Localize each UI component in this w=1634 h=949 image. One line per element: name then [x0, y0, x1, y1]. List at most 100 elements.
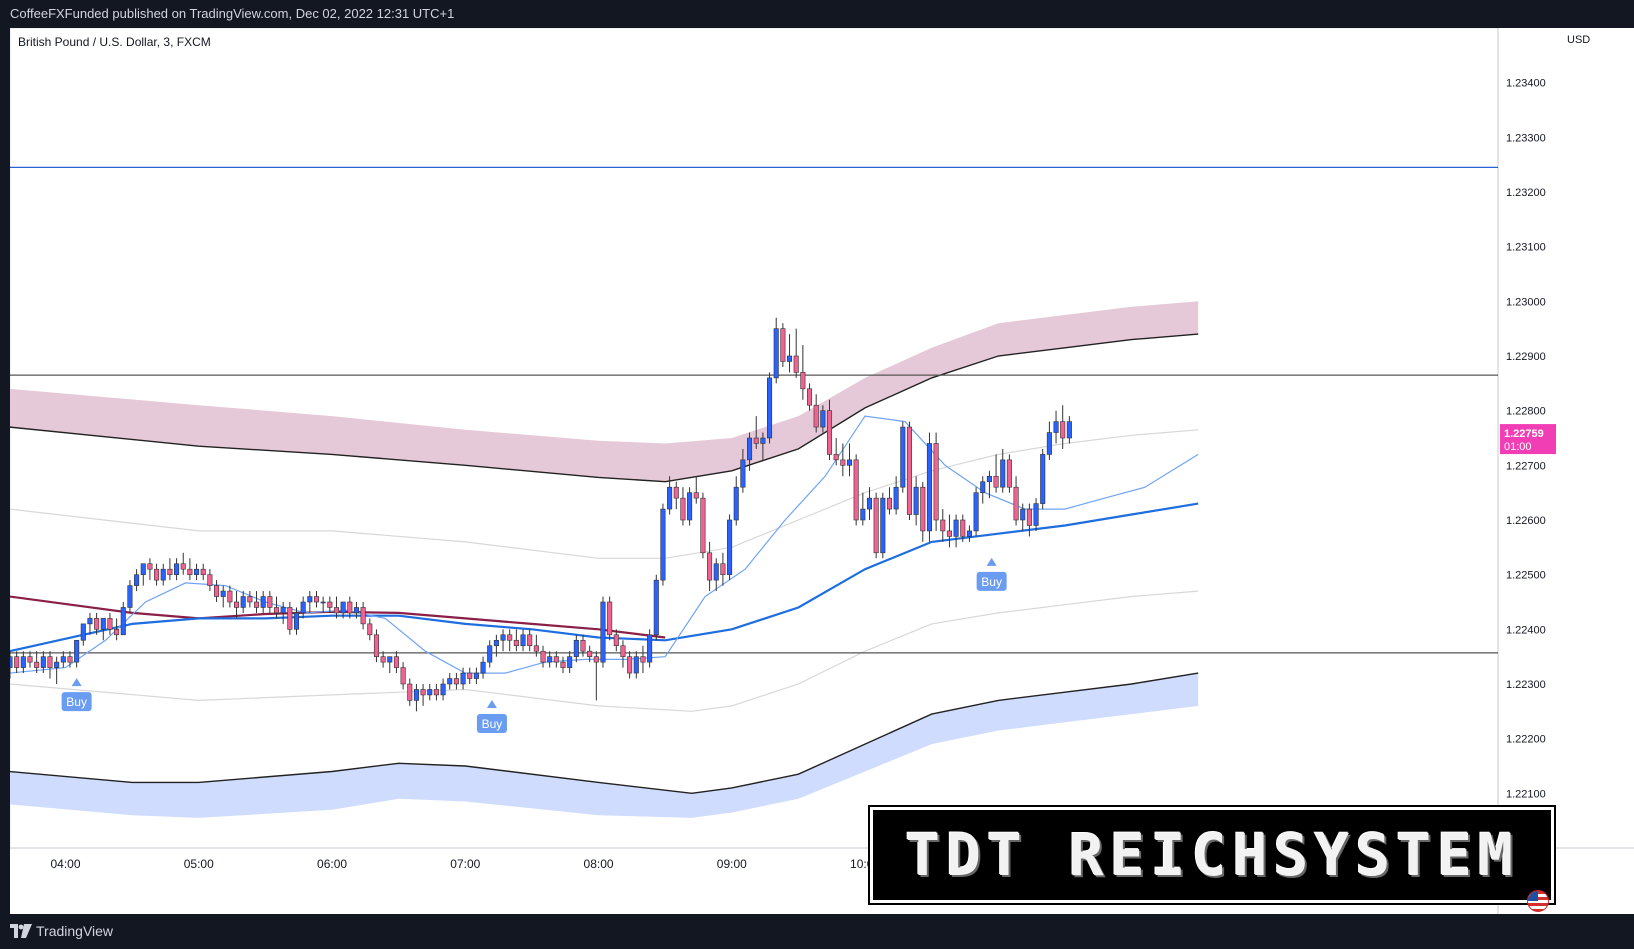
candle-body-83	[560, 661, 566, 668]
candle-body-41	[280, 607, 286, 614]
candle-body-139	[933, 443, 939, 521]
buy-arrow-2	[986, 557, 997, 566]
candle-body-70	[473, 672, 479, 679]
candle-body-141	[946, 530, 952, 537]
buy-label-2: Buy	[981, 575, 1002, 589]
candle-body-80	[540, 650, 546, 663]
y-tick-7: 1.22700	[1506, 460, 1546, 472]
currency-label[interactable]: USD	[1567, 34, 1591, 46]
tradingview-logo-icon[interactable]	[10, 924, 32, 938]
candle-body-63	[427, 689, 433, 696]
candle-body-18	[127, 585, 133, 608]
candle-body-92	[620, 645, 626, 657]
candle-body-50	[340, 601, 346, 614]
candle-body-28	[194, 568, 200, 575]
y-tick-9: 1.22500	[1506, 570, 1546, 582]
candle-body-102	[687, 492, 693, 521]
chart-svg[interactable]: Buy Buy Buy 1.23400 1.23300 1.23200 1.23100 1.2…	[10, 28, 1634, 914]
candle-body-57	[387, 656, 393, 663]
candle-body-8	[60, 656, 66, 663]
y-tick-3: 1.23100	[1506, 242, 1546, 254]
candle-body-117	[787, 355, 793, 362]
candle-body-149	[1000, 459, 1006, 488]
candle-body-26	[180, 563, 186, 570]
candle-body-152	[1020, 508, 1026, 521]
y-tick-1: 1.23300	[1506, 132, 1546, 144]
candle-body-35	[240, 596, 246, 608]
candle-body-140	[940, 519, 946, 532]
candle-body-1	[14, 656, 20, 668]
candle-body-34	[234, 601, 240, 608]
candle-body-153	[1026, 508, 1032, 526]
candle-body-46	[313, 596, 320, 603]
candle-body-61	[413, 689, 419, 701]
candle-body-95	[640, 656, 646, 663]
candle-body-55	[373, 634, 379, 657]
candle-body-86	[580, 639, 586, 652]
y-tick-2: 1.23200	[1506, 187, 1546, 199]
candle-body-38	[260, 596, 266, 608]
candle-body-132	[886, 497, 893, 510]
candle-body-115	[773, 328, 779, 379]
symbol-title[interactable]: British Pound / U.S. Dollar, 3, FXCM	[18, 35, 211, 49]
candle-body-147	[986, 475, 992, 483]
candle-body-134	[900, 426, 906, 488]
tradingview-brand[interactable]: TradingView	[36, 923, 114, 939]
x-tick-2: 06:00	[317, 857, 347, 871]
lower-band-fill	[10, 673, 1199, 818]
candle-body-124	[833, 454, 839, 461]
y-tick-4: 1.23000	[1506, 296, 1546, 308]
candle-body-157	[1053, 421, 1059, 433]
buy-label-bg-0	[61, 692, 92, 712]
candle-body-56	[380, 656, 386, 663]
candle-body-138	[926, 443, 932, 532]
candle-body-52	[353, 607, 359, 614]
candle-body-40	[273, 607, 280, 614]
candle-body-68	[460, 672, 466, 685]
y-tick-5: 1.22900	[1506, 351, 1546, 363]
candle-body-85	[573, 639, 579, 657]
candle-body-43	[293, 612, 300, 630]
candle-body-13	[94, 618, 100, 630]
candle-body-58	[393, 656, 399, 668]
candle-body-119	[800, 372, 806, 390]
candle-body-76	[513, 639, 519, 647]
candle-body-74	[500, 634, 506, 641]
y-tick-13: 1.22100	[1506, 788, 1546, 800]
x-tick-4: 08:00	[584, 857, 614, 871]
candle-body-11	[80, 623, 86, 641]
y-tick-0: 1.23400	[1506, 78, 1546, 90]
candle-body-104	[700, 497, 706, 554]
candle-body-90	[607, 601, 613, 636]
candle-body-82	[553, 656, 559, 663]
published-line: CoffeeFXFunded published on TradingView.…	[10, 6, 455, 21]
candle-body-10	[74, 639, 80, 663]
candle-body-137	[920, 486, 926, 532]
publisher-header: CoffeeFXFunded published on TradingView.…	[0, 0, 1634, 28]
candle-body-105	[707, 552, 713, 581]
price-tag-countdown: 01:00	[1504, 441, 1532, 453]
candle-body-91	[613, 634, 619, 647]
buy-label-bg-1	[476, 714, 507, 733]
candle-body-144	[966, 530, 972, 537]
candle-body-88	[593, 656, 599, 663]
candle-body-103	[693, 492, 699, 499]
candle-body-17	[120, 607, 126, 636]
candle-body-96	[647, 634, 653, 663]
candle-body-7	[54, 661, 60, 668]
candle-body-89	[600, 601, 606, 663]
chart-area[interactable]: Buy Buy Buy 1.23400 1.23300 1.23200 1.23100 1.2…	[10, 28, 1634, 914]
candle-body-116	[780, 328, 786, 362]
y-tick-8: 1.22600	[1506, 515, 1546, 527]
candle-body-71	[480, 661, 486, 674]
upper-band-line	[10, 333, 1199, 483]
candle-body-14	[100, 618, 106, 630]
candle-body-33	[227, 590, 233, 603]
price-tag-price: 1.22759	[1504, 428, 1544, 440]
candle-body-75	[507, 634, 513, 641]
candle-body-5	[40, 656, 46, 668]
us-flag-icon[interactable]	[1527, 890, 1549, 912]
y-tick-12: 1.22200	[1506, 734, 1546, 746]
candle-body-159	[1066, 421, 1072, 439]
candle-body-25	[174, 563, 180, 575]
